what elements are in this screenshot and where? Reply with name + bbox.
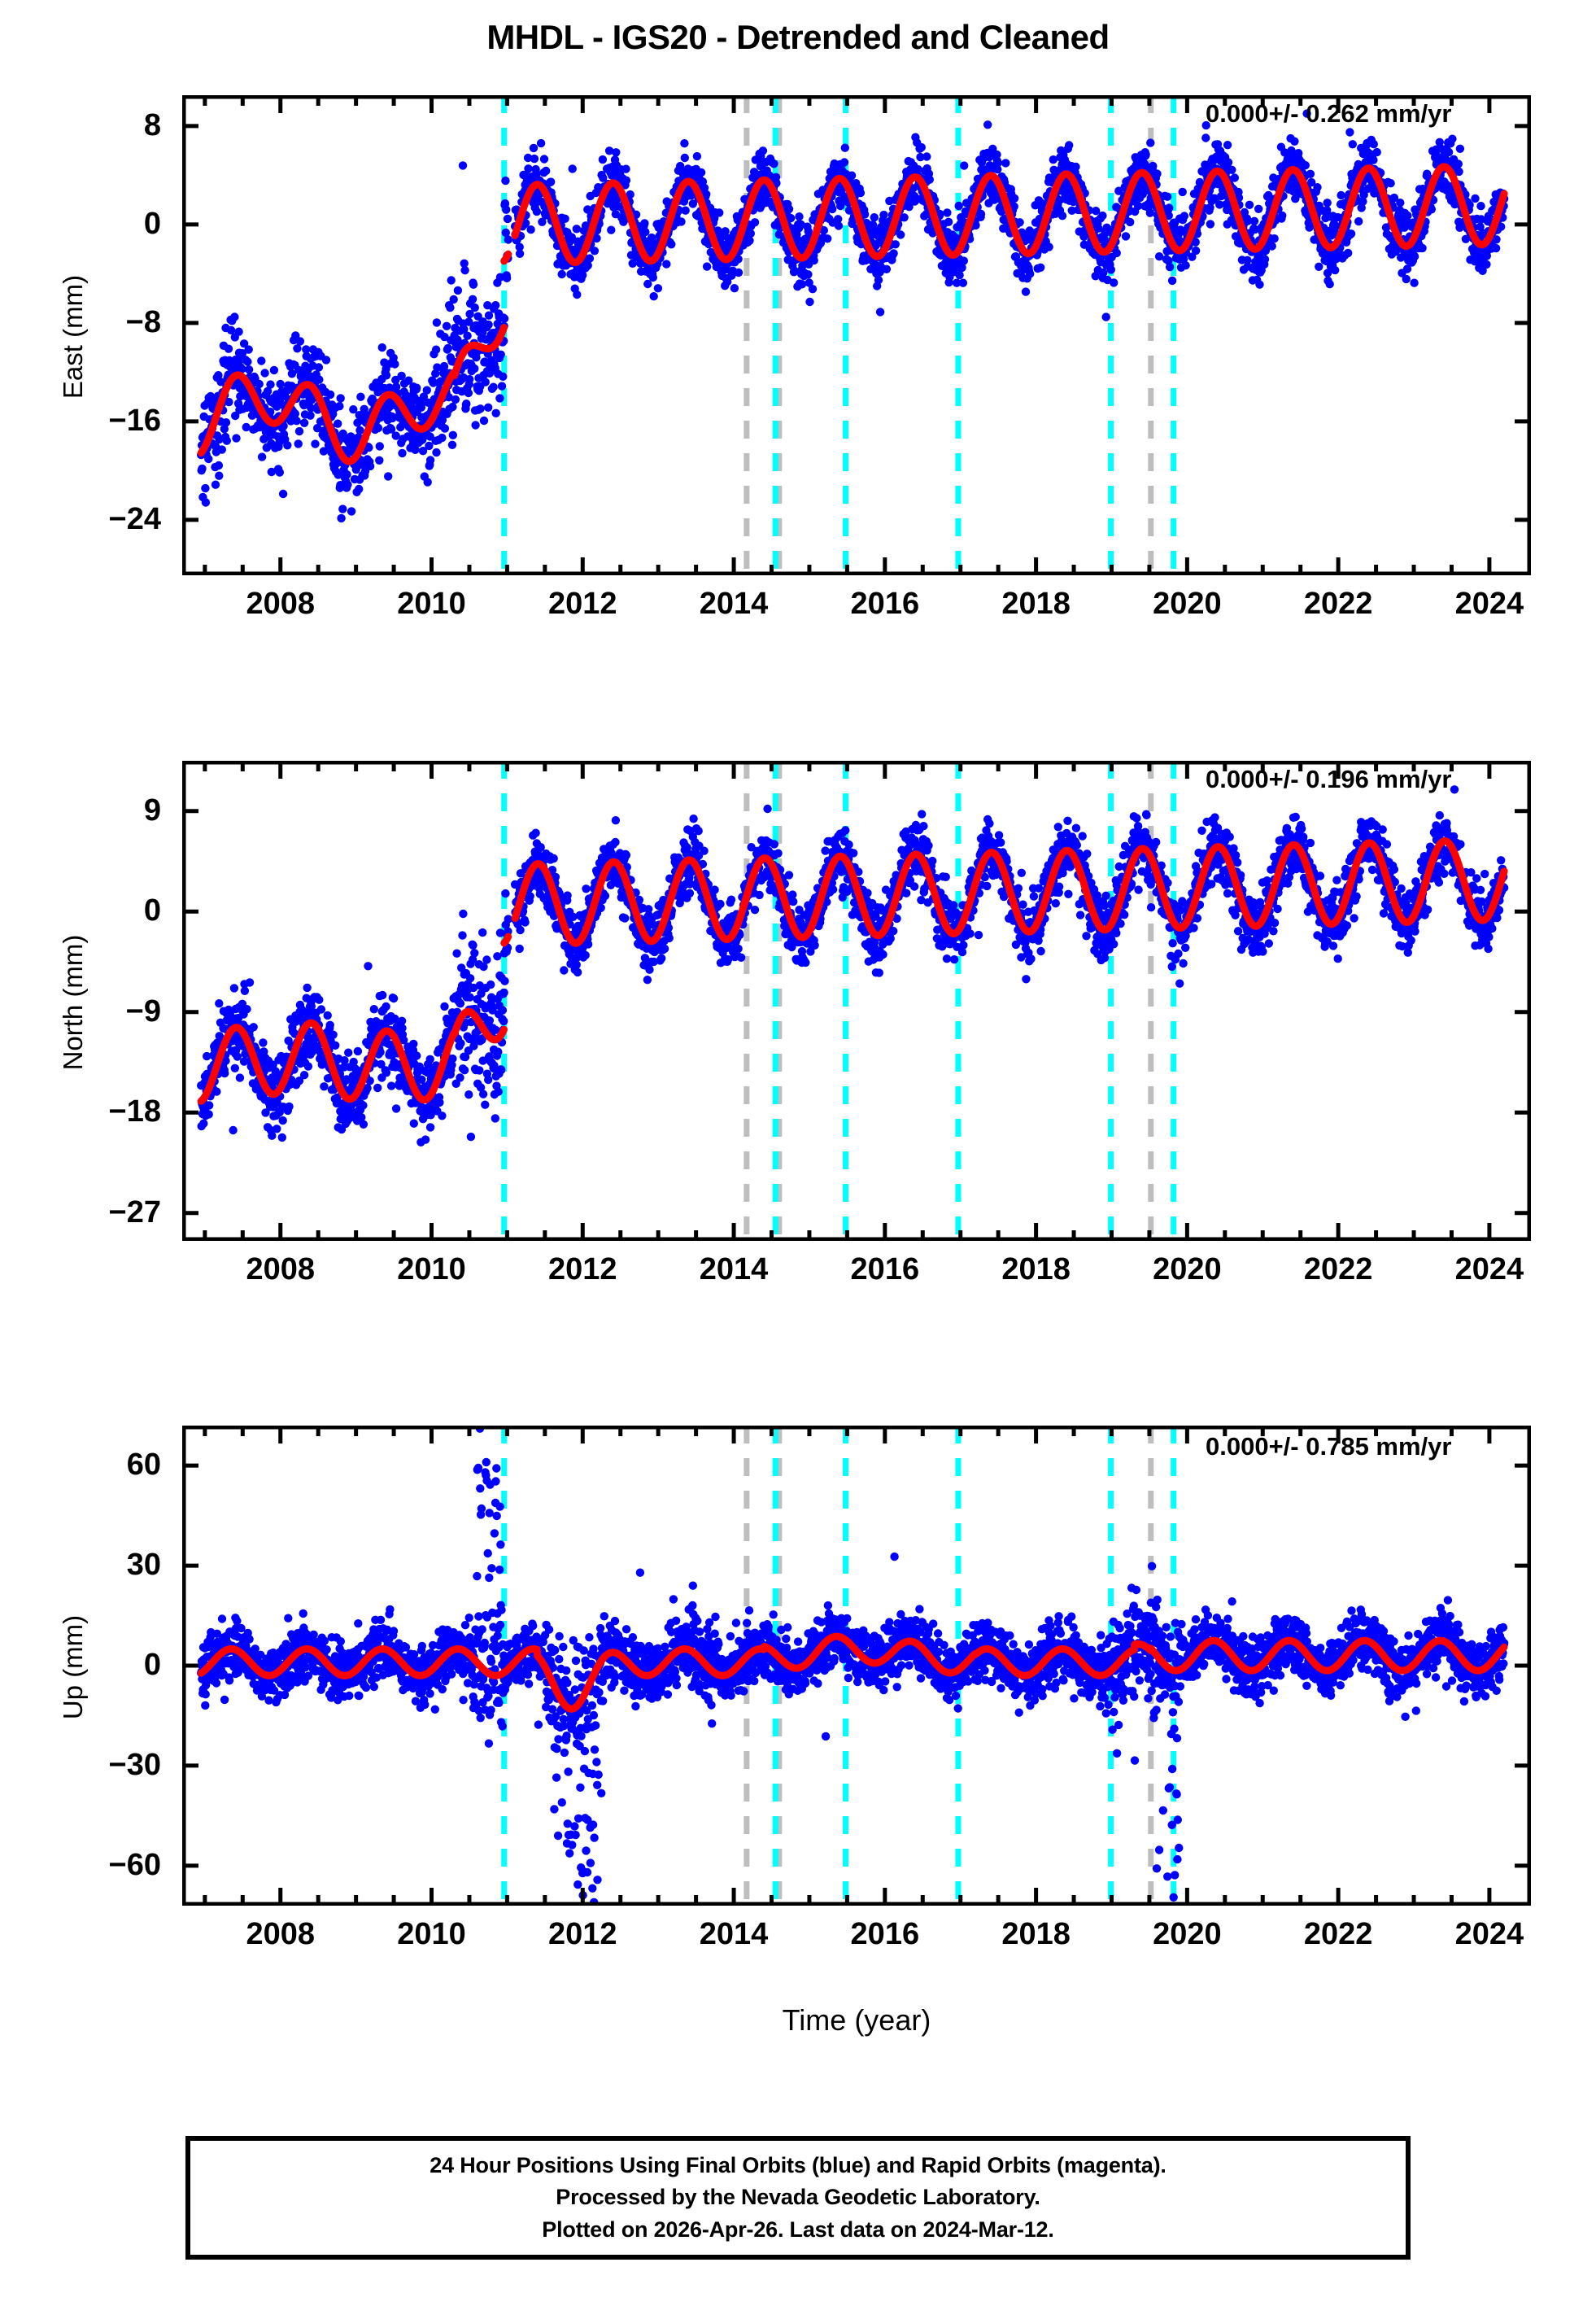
- data-points: [197, 109, 1509, 523]
- model-fit-line: [197, 163, 1508, 465]
- plot-canvas-east: [182, 95, 1531, 575]
- x-tick-label: 2008: [246, 1252, 316, 1286]
- axis-ticks: [182, 761, 1531, 1241]
- x-tick-label: 2016: [850, 1252, 920, 1286]
- panel-up: 60 30 0 −30 −60 2008 2010 2012 2014 2016 2018 2020 2…: [109, 1426, 1531, 1951]
- x-tick-label: 2014: [699, 587, 769, 621]
- y-tick-label: −27: [108, 1194, 161, 1229]
- panel-north: 9 0 −9 −18 −27 2008 2010 2012 2014 2016 2018 2020 20…: [109, 761, 1531, 1286]
- y-tick-label: −9: [125, 994, 161, 1029]
- x-tick-label: 2024: [1454, 1917, 1524, 1951]
- model-fit-line: [197, 837, 1508, 1105]
- x-tick-label: 2014: [699, 1252, 769, 1286]
- x-tick-label: 2010: [397, 1917, 466, 1951]
- x-tick-label: 2020: [1153, 1252, 1222, 1286]
- x-tick-label: 2018: [1001, 1252, 1071, 1286]
- x-tick-label: 2012: [548, 1252, 617, 1286]
- x-tick-label: 2016: [850, 1917, 920, 1951]
- y-tick-label: 30: [126, 1548, 161, 1583]
- x-tick-label: 2012: [548, 1917, 617, 1951]
- y-tick-label: −8: [125, 304, 161, 339]
- x-tick-label: 2022: [1303, 1917, 1373, 1951]
- plot-canvas-up: [182, 1426, 1531, 1906]
- data-points: [197, 785, 1509, 1146]
- event-lines: [501, 761, 1177, 1241]
- x-tick-label: 2010: [397, 587, 466, 621]
- x-tick-label: 2008: [246, 1917, 316, 1951]
- footer-line-1: 24 Hour Positions Using Final Orbits (bl…: [430, 2153, 1166, 2178]
- x-tick-label: 2012: [548, 587, 617, 621]
- x-tick-label: 2020: [1153, 587, 1222, 621]
- x-tick-label: 2008: [246, 587, 316, 621]
- model-fit-line: [197, 1632, 1508, 1713]
- y-tick-label: 60: [126, 1448, 161, 1483]
- x-tick-label: 2014: [699, 1917, 769, 1951]
- x-tick-label: 2010: [397, 1252, 466, 1286]
- y-tick-label: 8: [143, 107, 161, 142]
- x-tick-label: 2024: [1454, 1252, 1524, 1286]
- y-tick-label: −18: [108, 1094, 161, 1129]
- x-tick-label: 2018: [1001, 587, 1071, 621]
- axis-ticks: [182, 1426, 1531, 1906]
- x-tick-label: 2022: [1303, 1252, 1373, 1286]
- footer-line-3: Plotted on 2026-Apr-26. Last data on 202…: [542, 2216, 1054, 2242]
- y-tick-label: −60: [108, 1847, 161, 1882]
- x-tick-label: 2016: [850, 587, 920, 621]
- y-tick-label: 0: [143, 206, 161, 241]
- y-axis-label-east: East (mm): [58, 274, 88, 400]
- rate-annotation-east: 0.000+/- 0.262 mm/yr: [1206, 99, 1452, 128]
- rate-annotation-up: 0.000+/- 0.785 mm/yr: [1206, 1432, 1452, 1461]
- x-tick-label: 2018: [1001, 1917, 1071, 1951]
- y-axis-label-up: Up (mm): [58, 1614, 88, 1720]
- y-tick-label: 0: [143, 1648, 161, 1682]
- axis-ticks: [182, 95, 1531, 575]
- x-tick-label: 2024: [1454, 587, 1524, 621]
- y-tick-label: 0: [143, 893, 161, 928]
- x-axis-label: Time (year): [782, 2003, 931, 2037]
- page-title: MHDL - IGS20 - Detrended and Cleaned: [486, 18, 1110, 56]
- footer-line-2: Processed by the Nevada Geodetic Laborat…: [556, 2185, 1040, 2210]
- y-tick-label: −24: [108, 501, 161, 536]
- rate-annotation-north: 0.000+/- 0.196 mm/yr: [1206, 765, 1452, 793]
- panel-east: 8 0 −8 −16 −24 2008 2010 2012 2014 2016 2018 2020 20…: [109, 95, 1531, 621]
- x-tick-label: 2022: [1303, 587, 1373, 621]
- y-tick-label: −16: [108, 403, 161, 438]
- y-tick-label: −30: [108, 1747, 161, 1782]
- plot-canvas-north: [182, 761, 1531, 1241]
- y-axis-label-north: North (mm): [58, 934, 88, 1071]
- x-tick-label: 2020: [1153, 1917, 1222, 1951]
- y-tick-label: 9: [143, 793, 161, 828]
- footer-caption-box: 24 Hour Positions Using Final Orbits (bl…: [185, 2136, 1411, 2260]
